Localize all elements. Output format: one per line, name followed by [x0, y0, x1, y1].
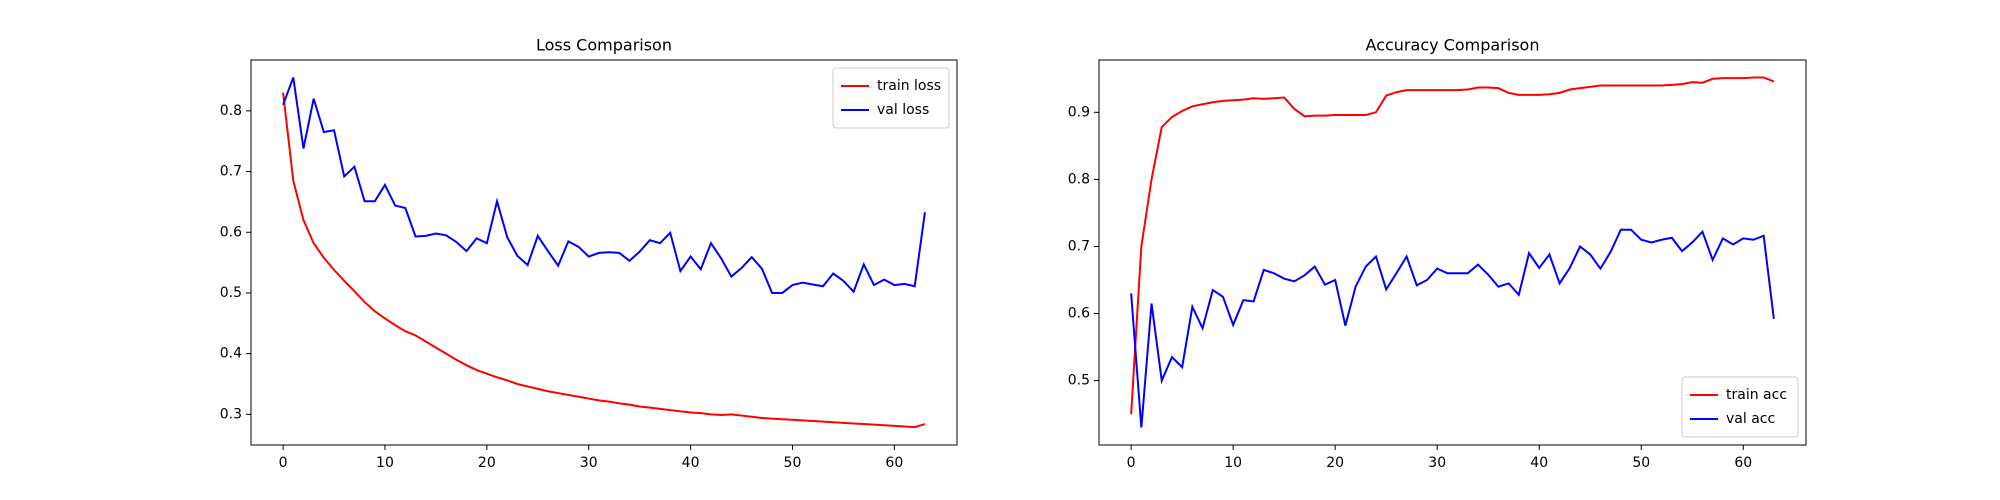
y-tick-label: 0.9	[1068, 104, 1090, 120]
data-line	[1130, 76, 1775, 415]
y-tick-label: 0.7	[1068, 238, 1090, 254]
x-tick-label: 30	[1428, 455, 1446, 471]
y-tick-label: 0.3	[220, 406, 242, 422]
x-tick-label: 50	[1632, 455, 1650, 471]
data-line	[282, 92, 926, 429]
y-tick-label: 0.8	[220, 103, 242, 119]
y-tick-label: 0.8	[1068, 171, 1090, 187]
x-tick-label: 30	[580, 455, 598, 471]
legend-label: train loss	[877, 78, 941, 94]
legend-label: val loss	[877, 102, 929, 118]
x-tick-label: 10	[1224, 455, 1242, 471]
x-tick-label: 60	[885, 455, 903, 471]
data-line	[1130, 228, 1775, 428]
x-tick-label: 20	[1326, 455, 1344, 471]
x-tick-label: 60	[1734, 455, 1752, 471]
x-tick-label: 10	[376, 455, 394, 471]
y-tick-label: 0.7	[220, 164, 242, 180]
y-tick-label: 0.5	[1068, 373, 1090, 389]
x-tick-label: 40	[1530, 455, 1548, 471]
plot-frame	[1098, 59, 1807, 446]
chart-title: Accuracy Comparison	[1366, 36, 1540, 55]
y-tick-label: 0.6	[220, 224, 242, 240]
x-tick-label: 0	[1127, 455, 1136, 471]
chart-title: Loss Comparison	[536, 36, 672, 55]
data-line	[282, 77, 926, 294]
x-tick-label: 0	[279, 455, 288, 471]
x-tick-label: 40	[682, 455, 700, 471]
y-tick-label: 0.5	[220, 285, 242, 301]
legend-label: train acc	[1726, 387, 1787, 403]
y-tick-label: 0.6	[1068, 306, 1090, 322]
legend-label: val acc	[1726, 411, 1775, 427]
x-tick-label: 20	[478, 455, 496, 471]
y-tick-label: 0.4	[220, 346, 242, 362]
legend-box	[1681, 376, 1799, 438]
legend-box	[832, 67, 950, 129]
plot-frame	[250, 59, 958, 446]
x-tick-label: 50	[784, 455, 802, 471]
